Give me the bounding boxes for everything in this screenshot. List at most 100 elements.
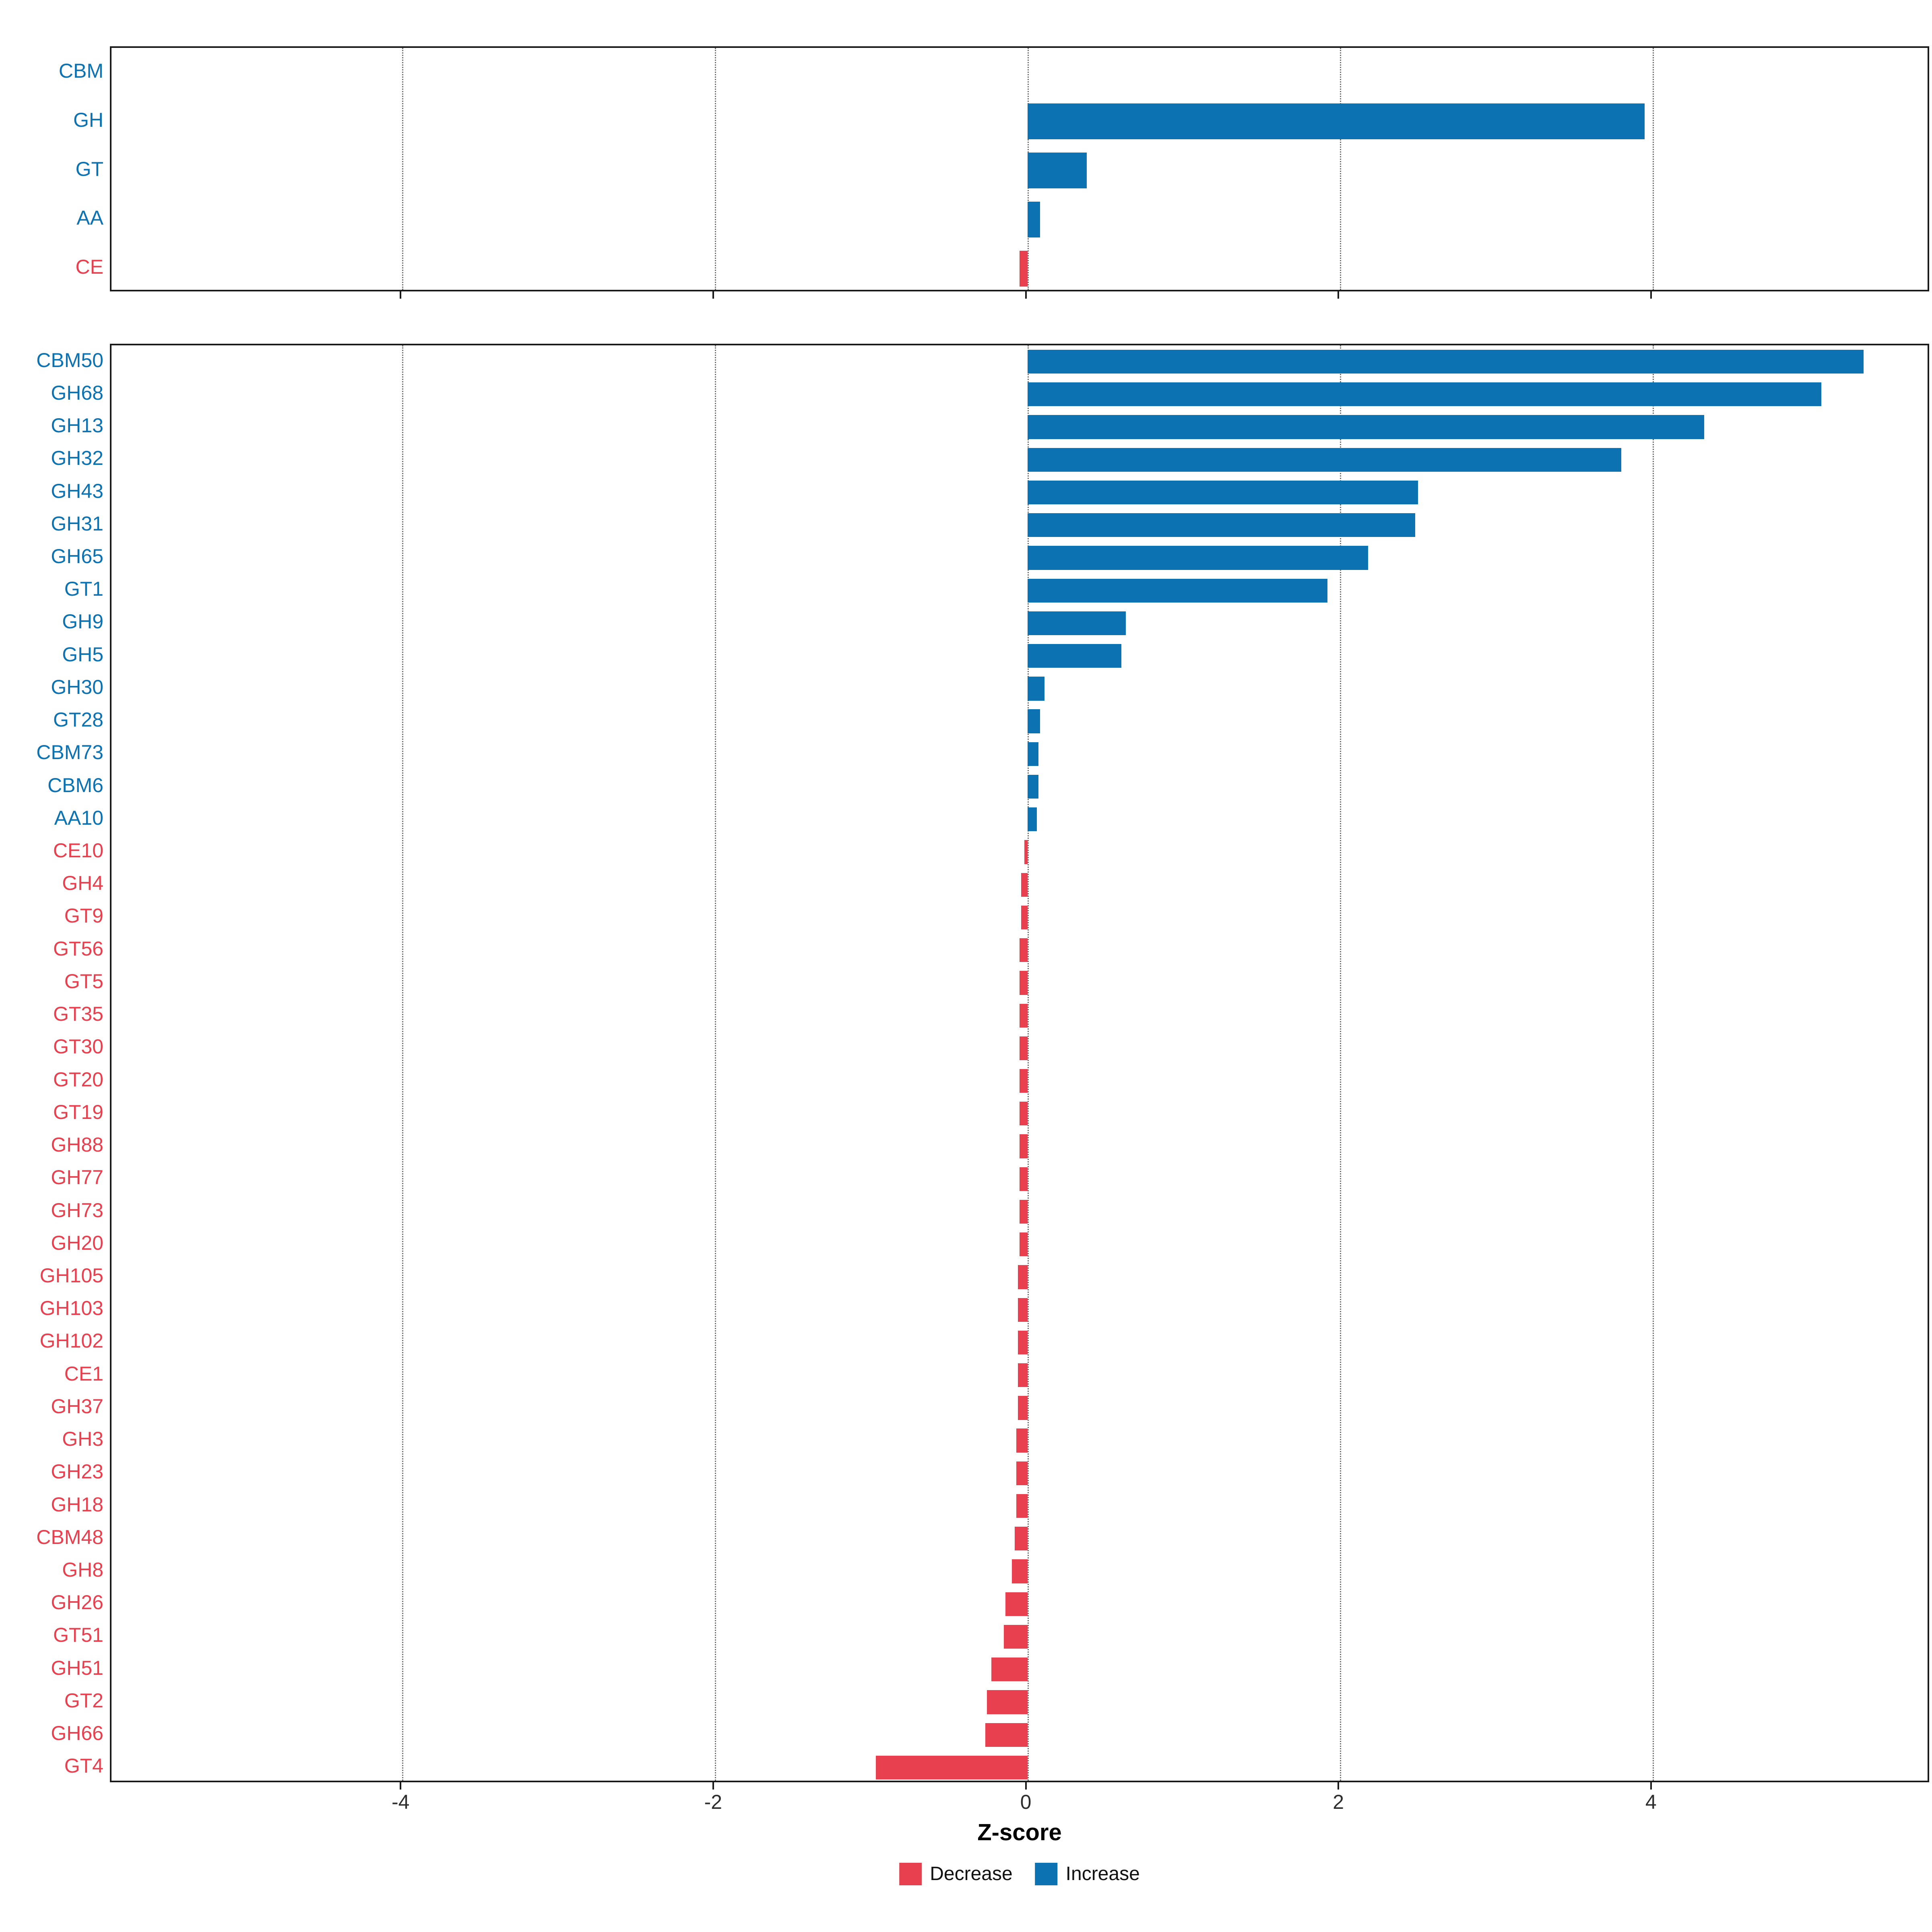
y-label-GT2: GT2 <box>64 1689 103 1712</box>
bar-GT20 <box>1020 1069 1028 1093</box>
y-label-GH65: GH65 <box>51 545 103 568</box>
gridline-x-0 <box>1027 345 1029 1781</box>
axis-tick-x-2 <box>1338 291 1340 299</box>
legend-label-increase: Increase <box>1065 1863 1140 1885</box>
bar-AA10 <box>1027 807 1037 832</box>
y-label-GH43: GH43 <box>51 479 103 502</box>
bar-GH105 <box>1018 1265 1028 1289</box>
bar-GH88 <box>1020 1134 1028 1158</box>
bar-GT56 <box>1020 938 1028 962</box>
x-tick-label--2: -2 <box>704 1791 722 1813</box>
bar-GT9 <box>1021 905 1028 930</box>
bar-GH31 <box>1027 513 1415 537</box>
y-label-GH9: GH9 <box>62 610 103 633</box>
bar-GT35 <box>1020 1003 1028 1028</box>
bar-GH8 <box>1011 1559 1028 1583</box>
axis-tick-x-4 <box>1650 291 1652 299</box>
bar-GH23 <box>1016 1461 1028 1485</box>
y-label-CE10: CE10 <box>53 839 103 862</box>
bar-CE <box>1020 250 1028 287</box>
bar-GT19 <box>1020 1102 1028 1126</box>
bar-GH51 <box>991 1657 1028 1682</box>
gridline-x-2 <box>1340 48 1342 290</box>
bar-GH66 <box>985 1723 1028 1747</box>
bar-GH <box>1027 103 1645 140</box>
y-label-GH88: GH88 <box>51 1133 103 1156</box>
gridline-x--4 <box>402 48 404 290</box>
x-tick-label-4: 4 <box>1645 1791 1657 1813</box>
bar-GH73 <box>1020 1199 1028 1224</box>
legend: Decrease Increase <box>899 1863 1140 1885</box>
y-label-GH18: GH18 <box>51 1493 103 1516</box>
legend-swatch-decrease <box>899 1863 922 1885</box>
y-label-GT5: GT5 <box>64 970 103 993</box>
y-label-GT56: GT56 <box>53 937 103 960</box>
gridline-x-2 <box>1340 345 1342 1781</box>
bar-GH68 <box>1027 382 1822 407</box>
cazyme-class-panel <box>110 46 1929 291</box>
bar-GH43 <box>1027 480 1418 505</box>
y-label-AA: AA <box>76 206 103 229</box>
bar-CE10 <box>1024 840 1028 864</box>
legend-swatch-increase <box>1035 1863 1058 1885</box>
cazyme-family-panel-y-labels: CBM50 GH68 GH13 GH32 GH43 GH31 GH65 GT1 GH9 GH5 GH… <box>0 344 103 1782</box>
y-label-GT28: GT28 <box>53 708 103 731</box>
axis-tick-x--4 <box>400 291 402 299</box>
gridline-x--2 <box>714 48 716 290</box>
bar-GH26 <box>1005 1592 1028 1616</box>
axis-tick-x-2 <box>1338 1782 1340 1790</box>
y-label-GH31: GH31 <box>51 512 103 535</box>
y-label-GH102: GH102 <box>39 1329 103 1352</box>
x-tick-label-0: 0 <box>1020 1791 1032 1813</box>
bar-GH65 <box>1027 546 1368 570</box>
y-label-CBM48: CBM48 <box>36 1525 103 1548</box>
bar-GH32 <box>1027 448 1622 472</box>
y-label-GH77: GH77 <box>51 1166 103 1189</box>
y-label-CE: CE <box>75 256 103 279</box>
bar-GH4 <box>1021 873 1028 897</box>
gridline-x-4 <box>1652 48 1654 290</box>
y-label-CE1: CE1 <box>64 1362 103 1385</box>
y-label-GH73: GH73 <box>51 1199 103 1222</box>
y-label-CBM: CBM <box>58 59 103 82</box>
x-axis-title: Z-score <box>977 1819 1062 1845</box>
axis-tick-x--2 <box>712 291 714 299</box>
bar-GT1 <box>1027 578 1328 603</box>
bar-CBM73 <box>1027 742 1038 766</box>
y-label-GT51: GT51 <box>53 1624 103 1647</box>
y-label-GT20: GT20 <box>53 1068 103 1091</box>
y-label-CBM73: CBM73 <box>36 741 103 764</box>
y-label-GH105: GH105 <box>39 1264 103 1287</box>
bar-GH18 <box>1016 1494 1028 1518</box>
bar-CBM48 <box>1015 1527 1028 1551</box>
cazyme-family-panel <box>110 344 1929 1782</box>
bar-GT4 <box>875 1755 1028 1780</box>
y-label-GT30: GT30 <box>53 1035 103 1058</box>
x-tick-label--4: -4 <box>392 1791 410 1813</box>
bar-GH20 <box>1020 1232 1028 1257</box>
y-label-GH: GH <box>73 108 103 131</box>
gridline-x--4 <box>402 345 404 1781</box>
y-label-CBM6: CBM6 <box>47 774 103 797</box>
y-label-GH20: GH20 <box>51 1231 103 1254</box>
y-label-GH4: GH4 <box>62 872 103 895</box>
y-label-GT1: GT1 <box>64 578 103 601</box>
bar-GT51 <box>1004 1624 1028 1649</box>
y-label-GT35: GT35 <box>53 1003 103 1026</box>
bar-GH30 <box>1027 677 1045 701</box>
y-label-GH26: GH26 <box>51 1591 103 1614</box>
y-label-GH32: GH32 <box>51 447 103 470</box>
axis-tick-x--4 <box>400 1782 402 1790</box>
bar-GT2 <box>987 1690 1028 1714</box>
bar-GH3 <box>1016 1428 1028 1453</box>
y-label-GH5: GH5 <box>62 643 103 666</box>
y-label-AA10: AA10 <box>54 806 103 829</box>
y-label-GH3: GH3 <box>62 1428 103 1451</box>
x-tick-label-2: 2 <box>1333 1791 1344 1813</box>
y-label-GH13: GH13 <box>51 414 103 437</box>
y-label-GH30: GH30 <box>51 675 103 698</box>
y-label-GT4: GT4 <box>64 1754 103 1777</box>
bar-CE1 <box>1018 1363 1028 1387</box>
gridline-x--2 <box>714 345 716 1781</box>
